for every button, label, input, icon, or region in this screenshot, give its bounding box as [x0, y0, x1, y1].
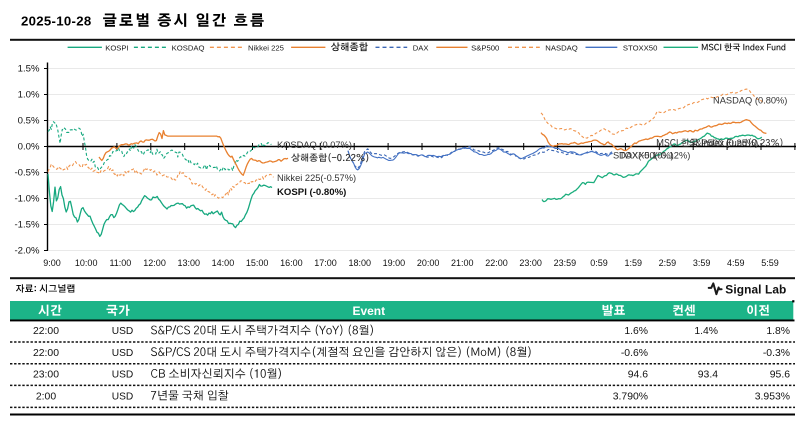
svg-text:11:00: 11:00 — [109, 258, 131, 268]
svg-text:-0.3%: -0.3% — [763, 348, 790, 359]
svg-text:0.5%: 0.5% — [18, 116, 40, 127]
svg-text:Event: Event — [352, 304, 385, 318]
svg-text:Nikkei 225(-0.57%): Nikkei 225(-0.57%) — [277, 173, 356, 183]
svg-text:14:00: 14:00 — [212, 258, 235, 268]
svg-text:13:00: 13:00 — [177, 258, 200, 268]
svg-text:9:00: 9:00 — [43, 258, 61, 268]
svg-text:USD: USD — [112, 370, 134, 381]
svg-text:22:00: 22:00 — [33, 348, 59, 359]
svg-text:21:00: 21:00 — [451, 258, 474, 268]
svg-text:1:59: 1:59 — [624, 258, 642, 268]
svg-text:S&P500: S&P500 — [471, 43, 499, 52]
svg-text:Signal Lab: Signal Lab — [725, 283, 786, 297]
svg-text:19:00: 19:00 — [383, 258, 406, 268]
svg-text:3.953%: 3.953% — [755, 392, 790, 403]
svg-text:0:59: 0:59 — [590, 258, 608, 268]
svg-text:STOXX50: STOXX50 — [623, 43, 657, 52]
svg-text:94.6: 94.6 — [628, 370, 648, 381]
svg-text:1.8%: 1.8% — [766, 326, 790, 337]
svg-text:22:00: 22:00 — [485, 258, 508, 268]
svg-text:23:00: 23:00 — [519, 258, 542, 268]
svg-text:-0.5%: -0.5% — [14, 168, 40, 179]
svg-text:17:00: 17:00 — [314, 258, 337, 268]
svg-text:4:59: 4:59 — [727, 258, 745, 268]
svg-text:15:00: 15:00 — [246, 258, 269, 268]
svg-text:KOSPI: KOSPI — [105, 43, 129, 52]
svg-text:2:00: 2:00 — [36, 392, 56, 403]
svg-text:NASDAQ (0.80%): NASDAQ (0.80%) — [713, 96, 787, 106]
svg-text:12:00: 12:00 — [143, 258, 166, 268]
svg-text:23:59: 23:59 — [554, 258, 577, 268]
svg-text:93.4: 93.4 — [698, 370, 718, 381]
svg-text:16:00: 16:00 — [280, 258, 303, 268]
svg-text:-1.5%: -1.5% — [14, 220, 40, 231]
svg-text:DAX(-0.10%): DAX(-0.10%) — [619, 151, 674, 161]
svg-text:5:59: 5:59 — [761, 258, 779, 268]
svg-text:-0.6%: -0.6% — [621, 348, 648, 359]
svg-text:3:59: 3:59 — [693, 258, 711, 268]
svg-text:USD: USD — [112, 326, 134, 337]
svg-text:DAX: DAX — [413, 43, 429, 52]
svg-text:23:00: 23:00 — [33, 370, 59, 381]
svg-text:STOXX50(-0.12%): STOXX50(-0.12%) — [613, 151, 690, 161]
svg-text:95.6: 95.6 — [770, 370, 790, 381]
svg-text:KOSDAQ: KOSDAQ — [172, 43, 205, 52]
svg-text:1.0%: 1.0% — [18, 90, 40, 101]
svg-text:-1.0%: -1.0% — [14, 194, 40, 205]
svg-text:KOSDAQ (0.07%): KOSDAQ (0.07%) — [277, 140, 352, 150]
svg-text:USD: USD — [112, 392, 134, 403]
svg-text:1.4%: 1.4% — [694, 326, 718, 337]
svg-text:KOSPI (-0.80%): KOSPI (-0.80%) — [277, 187, 346, 198]
svg-text:20:00: 20:00 — [417, 258, 440, 268]
svg-text:1.6%: 1.6% — [624, 326, 648, 337]
svg-text:NASDAQ: NASDAQ — [545, 43, 577, 52]
svg-text:2:59: 2:59 — [659, 258, 677, 268]
svg-text:Nikkei 225: Nikkei 225 — [248, 43, 284, 52]
svg-text:S&P500 (0.25%): S&P500 (0.25%) — [689, 138, 758, 148]
svg-text:USD: USD — [112, 348, 134, 359]
svg-text:-2.0%: -2.0% — [14, 246, 40, 257]
svg-text:2025-10-28: 2025-10-28 — [21, 14, 91, 29]
svg-text:1.5%: 1.5% — [18, 64, 40, 75]
svg-text:18:00: 18:00 — [348, 258, 371, 268]
svg-text:3.790%: 3.790% — [613, 392, 648, 403]
svg-text:10:00: 10:00 — [75, 258, 98, 268]
svg-text:0.0%: 0.0% — [18, 142, 40, 153]
svg-text:22:00: 22:00 — [33, 326, 59, 337]
